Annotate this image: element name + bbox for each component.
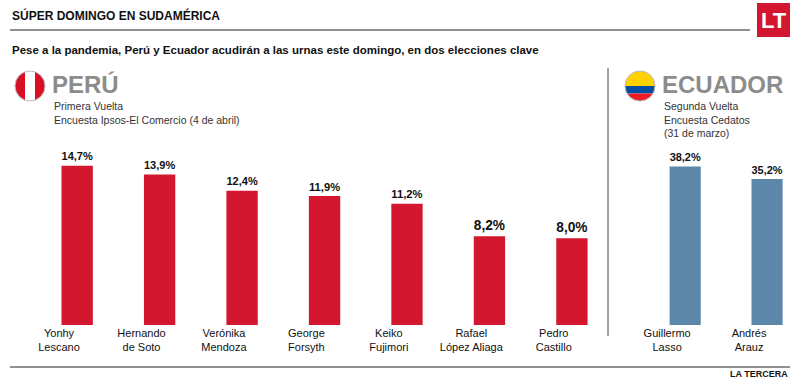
svg-text:8,0%: 8,0% (556, 220, 587, 235)
svg-text:Primera VueltaEncuesta Ipsos-E: Primera VueltaEncuesta Ipsos-El Comercio… (54, 100, 240, 126)
svg-text:GuillermoLasso: GuillermoLasso (644, 327, 691, 353)
svg-text:SÚPER DOMINGO EN SUDAMÉRICA: SÚPER DOMINGO EN SUDAMÉRICA (12, 8, 220, 23)
svg-text:RafaelLópez Aliaga: RafaelLópez Aliaga (440, 327, 504, 353)
svg-text:35,2%: 35,2% (752, 164, 783, 176)
svg-text:KeikoFujimori: KeikoFujimori (369, 327, 408, 353)
svg-text:12,4%: 12,4% (226, 175, 257, 187)
svg-text:13,9%: 13,9% (144, 159, 175, 171)
svg-text:11,9%: 11,9% (309, 181, 340, 193)
svg-text:GeorgeForsyth: GeorgeForsyth (288, 327, 325, 353)
svg-text:LA TERCERA: LA TERCERA (730, 369, 788, 379)
svg-text:PedroCastillo: PedroCastillo (536, 327, 572, 353)
svg-text:LT: LT (761, 8, 787, 33)
svg-text:ECUADOR: ECUADOR (662, 71, 783, 98)
svg-text:AndrésArauz: AndrésArauz (732, 327, 767, 353)
svg-text:Segunda VueltaEncuesta Cedatos: Segunda VueltaEncuesta Cedatos(31 de mar… (664, 100, 750, 139)
svg-text:11,2%: 11,2% (391, 188, 422, 200)
svg-text:YonhyLescano: YonhyLescano (38, 327, 80, 353)
svg-text:Hernandode Soto: Hernandode Soto (117, 327, 165, 353)
svg-text:38,2%: 38,2% (670, 151, 701, 163)
svg-text:14,7%: 14,7% (62, 150, 93, 162)
svg-text:Pese a la pandemia, Perú y Ecu: Pese a la pandemia, Perú y Ecuador acudi… (12, 44, 539, 56)
svg-text:VerónikaMendoza: VerónikaMendoza (201, 327, 247, 353)
svg-text:PERÚ: PERÚ (52, 71, 119, 98)
svg-text:8,2%: 8,2% (474, 218, 505, 233)
